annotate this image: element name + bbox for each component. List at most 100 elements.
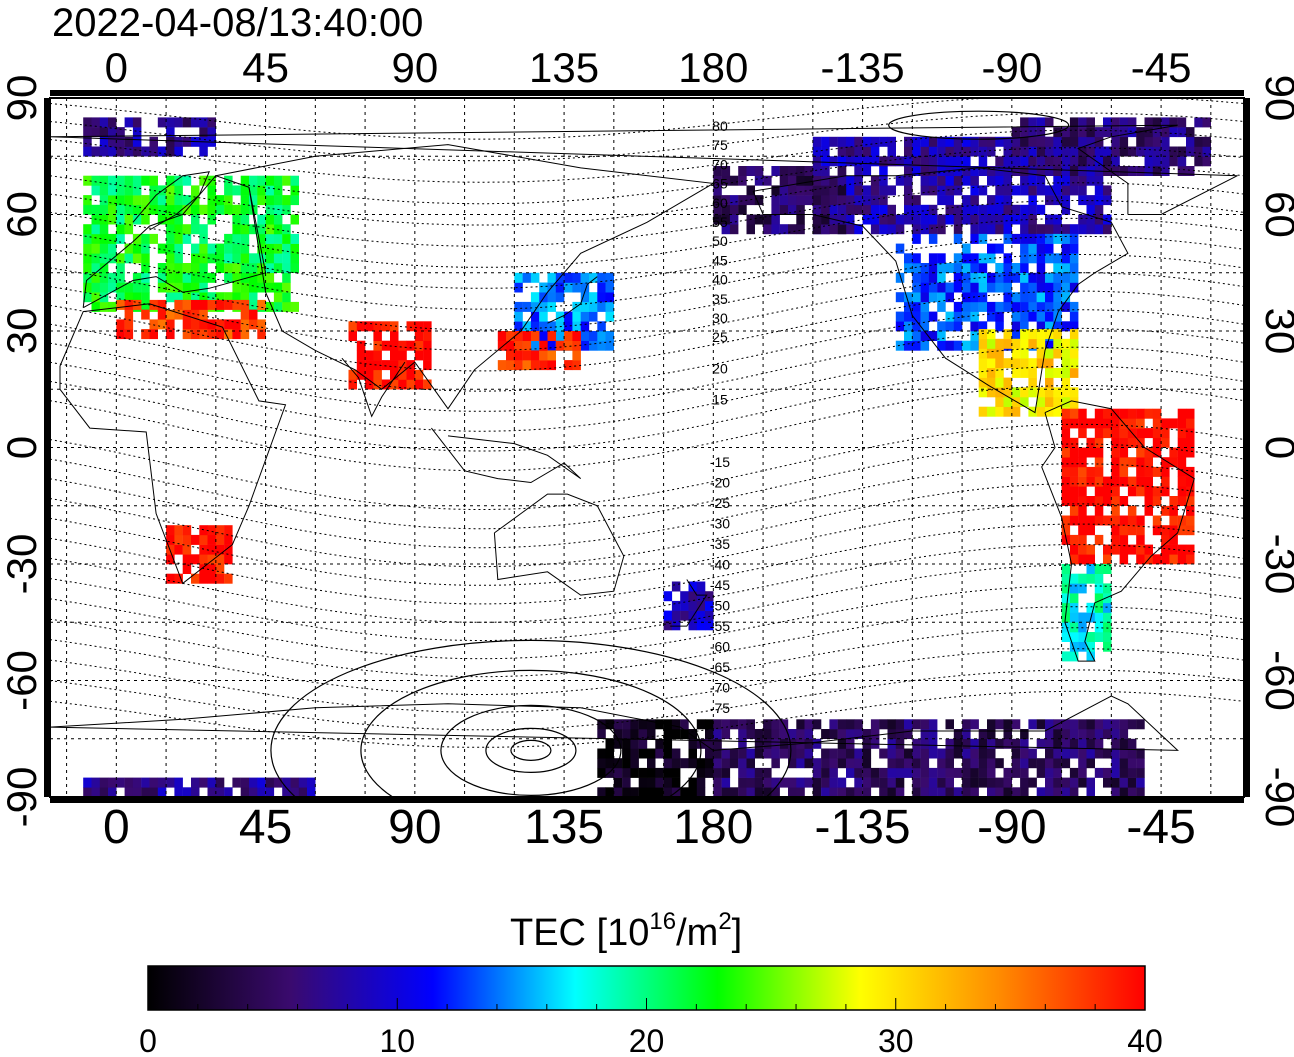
mag-lat-label: -60 bbox=[710, 639, 730, 655]
left-frame-bar bbox=[44, 98, 50, 797]
colorbar-label: TEC [1016/m2] bbox=[510, 908, 742, 954]
left-lat-tick: 0 bbox=[0, 436, 45, 459]
mag-lat-label: -15 bbox=[710, 454, 730, 470]
magnetic-latitude-labels: 80 75 70 65 60 55 50 45 40 35 30 25 20 15 -15 -20 -25 -30… bbox=[710, 118, 730, 716]
tec-region-china-south bbox=[497, 331, 581, 371]
top-lon-tick: 180 bbox=[678, 44, 748, 91]
coastline-greenland bbox=[50, 124, 1238, 215]
bottom-lon-tick: 135 bbox=[524, 801, 604, 854]
coastline-australia bbox=[493, 493, 625, 596]
right-lat-tick: -60 bbox=[1257, 650, 1294, 711]
coastline-new-zealand bbox=[670, 579, 708, 627]
left-lat-tick: -90 bbox=[0, 767, 45, 828]
mag-lat-label: -45 bbox=[710, 577, 730, 593]
mag-lat-label: 45 bbox=[712, 252, 728, 268]
tec-region-central-america bbox=[978, 329, 1079, 417]
mag-lat-label: 75 bbox=[712, 137, 728, 153]
left-lat-tick: 90 bbox=[0, 75, 45, 122]
right-lat-tick: -90 bbox=[1257, 767, 1294, 828]
coastline-japan bbox=[547, 276, 598, 324]
mag-lat-label: -30 bbox=[710, 516, 730, 532]
colorbar-tick-label: 30 bbox=[878, 1023, 914, 1057]
bottom-lon-tick: -135 bbox=[815, 801, 911, 854]
tec-region-patagonia bbox=[1061, 564, 1112, 662]
mag-lat-label: -50 bbox=[710, 598, 730, 614]
mag-lat-label: 60 bbox=[712, 195, 728, 211]
mag-lat-label: 35 bbox=[712, 291, 728, 307]
colorbar-tick-label: 0 bbox=[139, 1023, 157, 1057]
mag-lat-label: 70 bbox=[712, 156, 728, 172]
tec-region-india bbox=[348, 321, 432, 390]
mag-lat-label: 25 bbox=[712, 329, 728, 345]
tec-region-antarctica-pacific bbox=[597, 719, 714, 797]
tec-region-new-zealand bbox=[663, 581, 714, 631]
bottom-lon-tick: 0 bbox=[103, 801, 130, 854]
mag-lat-label: -35 bbox=[710, 536, 730, 552]
colorbar-tick-label: 20 bbox=[629, 1023, 665, 1057]
tec-region-europe bbox=[83, 175, 299, 312]
colorbar-ticks: 0 10 20 30 40 bbox=[139, 998, 1163, 1057]
top-frame-bar bbox=[50, 90, 1244, 96]
tec-region-southern-africa bbox=[166, 525, 233, 584]
tec-region-arctic-europe bbox=[83, 117, 216, 157]
right-lat-tick: 90 bbox=[1257, 75, 1294, 122]
coastline-antarctica bbox=[50, 695, 1179, 751]
right-lat-tick: 0 bbox=[1257, 436, 1294, 459]
mag-lat-label: 80 bbox=[712, 118, 728, 134]
top-lon-tick: 45 bbox=[242, 44, 289, 91]
map-area: 80 75 70 65 60 55 50 45 40 35 30 25 20 15 -15 -20 -25 -30… bbox=[44, 90, 1250, 803]
lat-lon-grid bbox=[50, 98, 1244, 797]
mag-lat-label: -25 bbox=[710, 495, 730, 511]
mag-lat-label: 20 bbox=[712, 360, 728, 376]
magnetic-latitude-contours bbox=[50, 98, 1244, 797]
bottom-lon-tick: 45 bbox=[239, 801, 292, 854]
colorbar: TEC [1016/m2] 0 10 20 30 40 bbox=[139, 908, 1163, 1057]
tec-region-alaska bbox=[713, 166, 847, 235]
mag-lat-label: 40 bbox=[712, 272, 728, 288]
top-lon-tick: -135 bbox=[821, 44, 905, 91]
mag-lat-label: -65 bbox=[710, 659, 730, 675]
mag-lat-label: 30 bbox=[712, 310, 728, 326]
top-lon-tick: -90 bbox=[981, 44, 1042, 91]
mag-lat-label: -75 bbox=[710, 700, 730, 716]
coastline-south-america bbox=[1041, 400, 1195, 662]
right-lat-tick: 30 bbox=[1257, 308, 1294, 355]
mag-lat-label: -40 bbox=[710, 557, 730, 573]
bottom-lon-tick: 90 bbox=[388, 801, 441, 854]
bottom-lon-tick: -90 bbox=[977, 801, 1046, 854]
tec-region-south-america bbox=[1061, 408, 1195, 565]
coastline-india bbox=[341, 357, 406, 418]
axis-labels: 0 0 45 45 90 90 135 135 180 180 -135 -135 -90 -90 -45 -… bbox=[0, 44, 1294, 854]
left-lat-tick: 30 bbox=[0, 308, 45, 355]
mag-lat-label: -55 bbox=[710, 618, 730, 634]
bottom-lon-tick: 180 bbox=[673, 801, 753, 854]
mag-lat-label: -20 bbox=[710, 475, 730, 491]
right-lat-tick: 60 bbox=[1257, 191, 1294, 238]
top-lon-tick: 135 bbox=[529, 44, 599, 91]
mag-lat-label: 55 bbox=[712, 214, 728, 230]
mag-lat-label: 65 bbox=[712, 176, 728, 192]
left-lat-tick: -30 bbox=[0, 534, 45, 595]
coastline-north-america bbox=[752, 167, 1129, 414]
colorbar-gradient bbox=[147, 965, 1146, 1011]
coastline-africa bbox=[59, 303, 287, 585]
top-lon-tick: 90 bbox=[391, 44, 438, 91]
top-lon-tick: -45 bbox=[1131, 44, 1192, 91]
tec-region-north-africa bbox=[116, 299, 266, 340]
top-lon-tick: 0 bbox=[105, 44, 128, 91]
right-frame-bar bbox=[1244, 98, 1250, 797]
colorbar-tick-label: 10 bbox=[379, 1023, 415, 1057]
left-lat-tick: -60 bbox=[0, 650, 45, 711]
left-lat-tick: 60 bbox=[0, 191, 45, 238]
bottom-lon-tick: -45 bbox=[1126, 801, 1195, 854]
coastline-indonesia bbox=[431, 427, 582, 484]
colorbar-tick-label: 40 bbox=[1127, 1023, 1163, 1057]
bottom-frame-bar bbox=[50, 797, 1244, 803]
mag-lat-label: -70 bbox=[710, 680, 730, 696]
right-lat-tick: -30 bbox=[1257, 534, 1294, 595]
timestamp-title: 2022-04-08/13:40:00 bbox=[52, 1, 423, 45]
tec-region-antarctica-atlantic bbox=[83, 777, 316, 797]
tec-region-greenland-north bbox=[1011, 117, 1211, 176]
mag-lat-label: 50 bbox=[712, 233, 728, 249]
